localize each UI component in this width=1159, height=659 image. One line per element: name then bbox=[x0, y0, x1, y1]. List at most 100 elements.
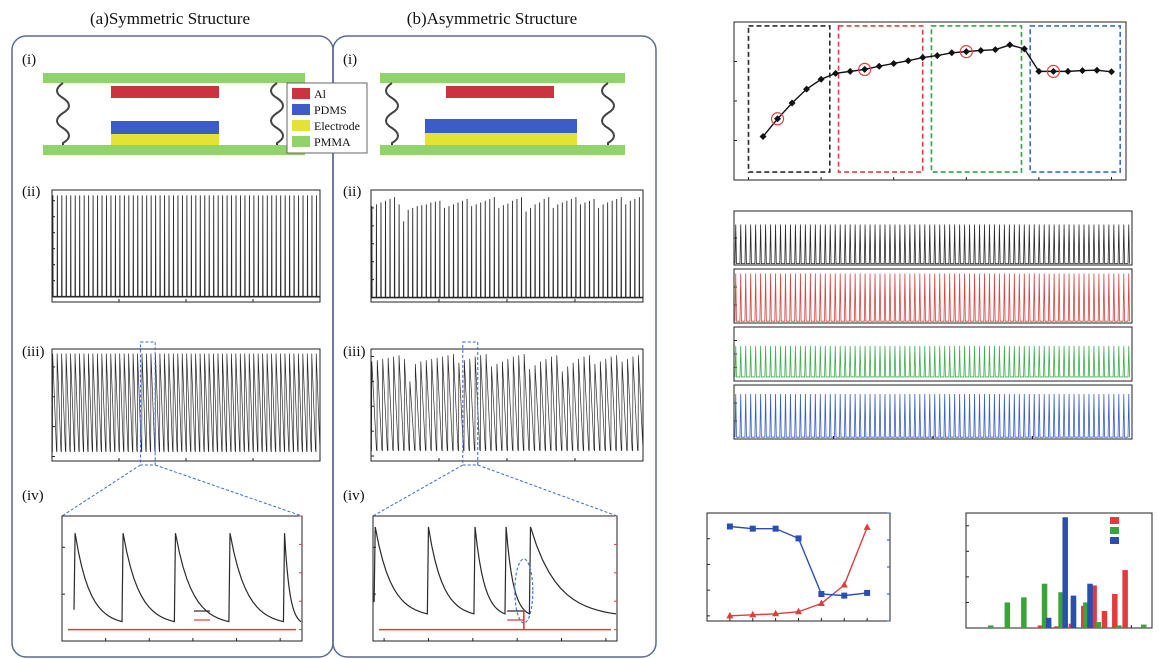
electrode-layer bbox=[425, 133, 577, 145]
spring-left bbox=[56, 82, 70, 145]
subplot-frame bbox=[733, 210, 1133, 266]
spring-left bbox=[385, 82, 399, 145]
pdms-layer bbox=[425, 119, 577, 133]
legend-swatch-electrode bbox=[292, 120, 310, 131]
histogram-bar-13min bbox=[1037, 625, 1044, 628]
marker-circle bbox=[1046, 64, 1061, 78]
data-point bbox=[1064, 67, 1072, 75]
pmma-bottom-layer bbox=[43, 145, 305, 155]
plot-frame bbox=[51, 189, 321, 303]
voltage-trace bbox=[52, 195, 318, 298]
electrode-layer bbox=[111, 134, 219, 145]
legend-swatch bbox=[1110, 517, 1119, 524]
charge-decay-trace bbox=[73, 533, 302, 623]
histogram-bar-17min bbox=[1140, 624, 1147, 628]
subplot-trace bbox=[734, 224, 1130, 265]
data-point bbox=[1020, 45, 1028, 53]
panel-a-sub-iii: (iii) bbox=[22, 344, 45, 360]
al-layer bbox=[111, 86, 219, 98]
legend-label-pmma: PMMA bbox=[314, 135, 351, 149]
nd-point bbox=[726, 611, 734, 619]
legend-label-pdms: PDMS bbox=[314, 103, 347, 117]
plot-frame bbox=[61, 515, 303, 642]
data-point bbox=[991, 46, 999, 54]
zoom-line-a-right bbox=[155, 464, 303, 517]
histogram-bar-17min bbox=[1083, 602, 1089, 628]
symmetric-structure-schematic bbox=[43, 73, 305, 155]
chart-b-ii-voltage bbox=[370, 189, 644, 303]
eta-point bbox=[726, 523, 733, 530]
eta-point bbox=[818, 591, 825, 597]
materials-legend: Al PDMS Electrode PMMA bbox=[286, 82, 368, 154]
eta-point bbox=[749, 525, 756, 532]
data-point bbox=[774, 115, 782, 123]
marker-circle bbox=[770, 112, 785, 126]
charge-decay-trace bbox=[373, 526, 616, 615]
data-point bbox=[817, 75, 825, 83]
data-point bbox=[890, 59, 898, 67]
zoom-line-b-right bbox=[477, 464, 618, 517]
legend-swatch-pmma bbox=[292, 136, 310, 147]
histogram-bar-13min bbox=[1091, 585, 1097, 628]
data-point bbox=[1078, 67, 1086, 75]
region-box bbox=[1029, 25, 1121, 173]
legend-swatch bbox=[1110, 527, 1119, 534]
data-point bbox=[846, 67, 854, 75]
zoom-line-a-left bbox=[61, 464, 141, 517]
data-point bbox=[832, 69, 840, 77]
chart-e-nd-eta bbox=[706, 512, 891, 622]
chart-f-histogram bbox=[965, 512, 1153, 629]
data-point bbox=[904, 57, 912, 65]
legend-swatch-pdms bbox=[292, 104, 310, 115]
data-point bbox=[962, 48, 970, 56]
histogram-bar-17min bbox=[1004, 602, 1011, 628]
region-box bbox=[930, 25, 1023, 173]
region-box bbox=[747, 25, 831, 173]
legend-swatch bbox=[1110, 537, 1119, 544]
subplot-frame bbox=[733, 384, 1133, 440]
panel-a-sub-ii: (ii) bbox=[22, 184, 40, 200]
panel-a-title: (a)Symmetric Structure bbox=[90, 9, 250, 28]
histogram-bar-21min bbox=[1087, 583, 1093, 628]
chart-a-ii-voltage bbox=[51, 189, 321, 303]
histogram-bar-17min bbox=[1041, 583, 1048, 628]
chart-b-iv-zoom bbox=[372, 515, 618, 642]
panel-b-title: (b)Asymmetric Structure bbox=[407, 9, 577, 28]
chart-a-iv-zoom bbox=[61, 515, 303, 642]
nd-point bbox=[772, 609, 780, 617]
asymmetric-structure-schematic bbox=[380, 73, 625, 155]
histogram-bar-17min bbox=[1021, 597, 1027, 628]
data-point bbox=[933, 52, 941, 60]
esd-ellipse bbox=[514, 558, 534, 624]
zoom-box-a bbox=[139, 341, 156, 466]
histogram-bar-17min bbox=[1116, 625, 1122, 628]
data-point bbox=[1107, 68, 1115, 76]
panel-a-sub-iv: (iv) bbox=[22, 488, 44, 504]
plot-frame bbox=[706, 512, 891, 622]
voltage-trace bbox=[371, 197, 641, 298]
histogram-bar-21min bbox=[1070, 595, 1077, 628]
legend-swatch-al bbox=[292, 88, 310, 99]
eta-point bbox=[795, 535, 802, 542]
nd-point bbox=[840, 581, 848, 588]
region-box bbox=[837, 25, 924, 173]
charge-trace bbox=[52, 353, 321, 453]
legend-label-al: Al bbox=[314, 87, 327, 101]
histogram-bar-17min bbox=[1058, 592, 1064, 628]
pdms-layer bbox=[111, 121, 219, 134]
pmma-bottom-layer bbox=[380, 145, 625, 155]
pmma-top-layer bbox=[380, 73, 625, 83]
data-point bbox=[788, 99, 796, 107]
data-point bbox=[1093, 66, 1101, 74]
subplot-frame bbox=[733, 268, 1133, 324]
nd-point bbox=[795, 607, 802, 615]
eta-point bbox=[864, 589, 871, 596]
eta-point bbox=[772, 525, 779, 532]
chart-b-iii-charge bbox=[370, 348, 644, 462]
subplot-trace bbox=[734, 273, 1130, 322]
histogram-bar-21min bbox=[1045, 617, 1052, 628]
data-point bbox=[919, 54, 927, 62]
panel-a-sub-i: (i) bbox=[22, 52, 36, 68]
spring-right bbox=[270, 82, 284, 145]
